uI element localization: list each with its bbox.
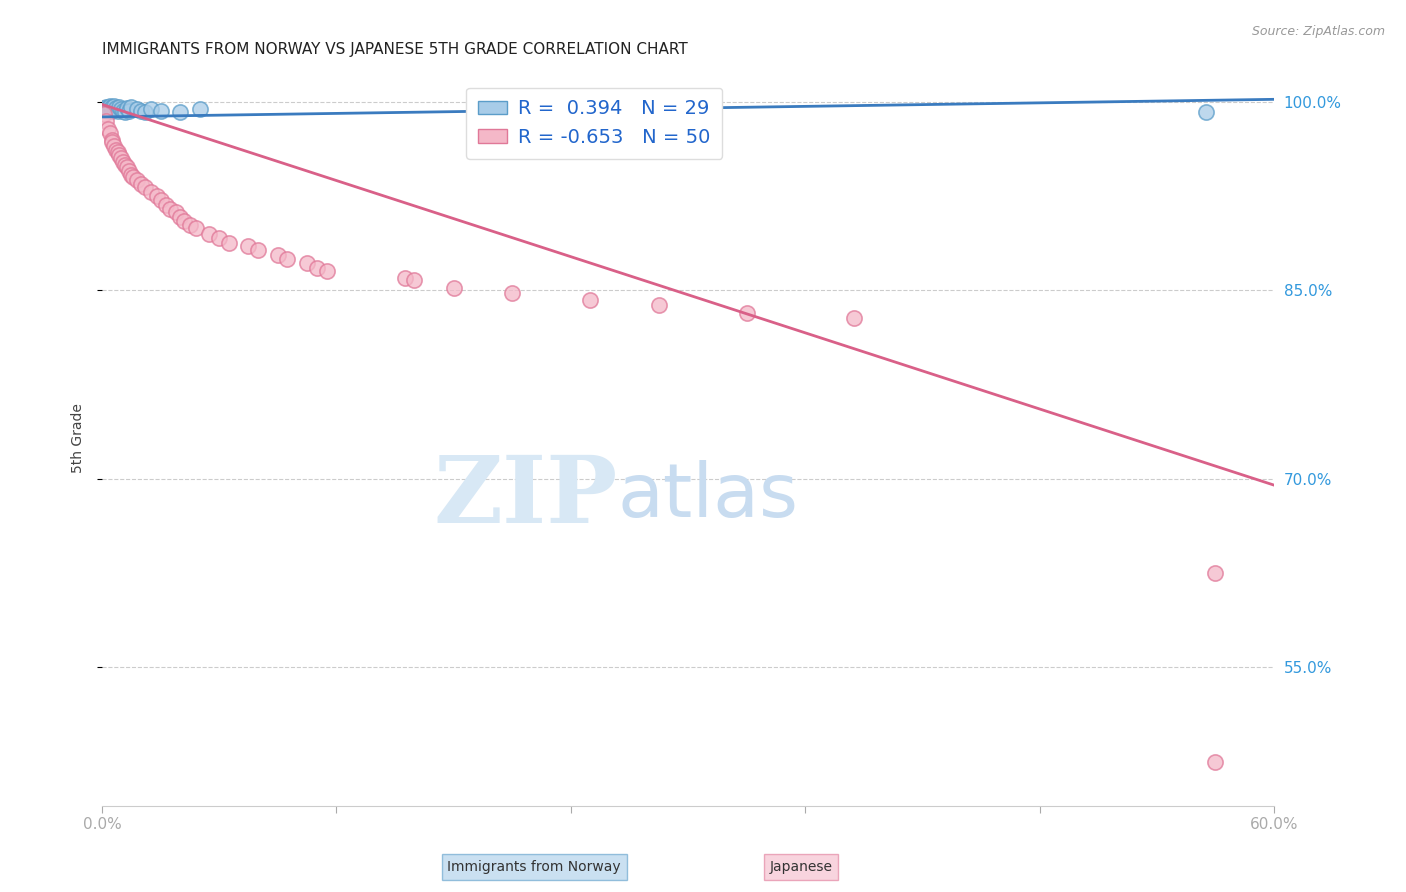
Point [93, 107, 115, 121]
Point [139, 103, 162, 117]
Point [295, 256, 318, 270]
Point [114, 104, 136, 119]
Point [173, 214, 195, 228]
Point [394, 270, 416, 285]
Point [125, 173, 148, 187]
Point [117, 160, 139, 174]
Point [108, 147, 131, 161]
Point [169, 211, 191, 225]
Point [117, 101, 139, 115]
Point [103, 98, 125, 112]
Legend: R =  0.394   N = 29, R = -0.653   N = 50: R = 0.394 N = 29, R = -0.653 N = 50 [465, 87, 723, 159]
Text: ZIP: ZIP [433, 452, 617, 541]
Point [305, 260, 328, 275]
Point [120, 100, 142, 114]
Point [108, 100, 131, 114]
Text: Japanese: Japanese [770, 860, 832, 874]
Point [159, 202, 181, 216]
Point [98, 126, 121, 140]
Point [1195, 104, 1218, 119]
Point [93, 101, 115, 115]
Point [112, 155, 135, 169]
Point [120, 168, 142, 182]
Point [103, 103, 125, 117]
Point [149, 193, 172, 207]
Point [165, 205, 187, 219]
Y-axis label: 5th Grade: 5th Grade [72, 403, 86, 473]
Point [139, 186, 162, 200]
Point [98, 103, 121, 117]
Point [112, 103, 135, 118]
Point [122, 170, 145, 185]
Point [149, 103, 172, 118]
Point [134, 180, 156, 194]
Text: IMMIGRANTS FROM NORWAY VS JAPANESE 5TH GRADE CORRELATION CHART: IMMIGRANTS FROM NORWAY VS JAPANESE 5TH G… [101, 42, 688, 57]
Point [94, 100, 117, 114]
Text: Source: ZipAtlas.com: Source: ZipAtlas.com [1251, 25, 1385, 38]
Point [842, 310, 865, 325]
Point [188, 103, 211, 117]
Point [104, 101, 127, 115]
Point [129, 177, 152, 191]
Point [125, 103, 148, 117]
Point [100, 135, 122, 149]
Point [94, 113, 117, 128]
Point [97, 103, 120, 118]
Point [100, 100, 122, 114]
Point [103, 138, 125, 153]
Point [179, 218, 201, 232]
Text: atlas: atlas [617, 460, 799, 533]
Point [501, 285, 523, 300]
Point [110, 103, 132, 117]
Point [184, 220, 207, 235]
Point [647, 298, 669, 312]
Point [107, 103, 129, 118]
Text: Immigrants from Norway: Immigrants from Norway [447, 860, 621, 874]
Point [100, 132, 122, 146]
Point [118, 103, 141, 118]
Point [247, 243, 270, 257]
Point [100, 103, 122, 118]
Point [735, 306, 758, 320]
Point [97, 101, 120, 115]
Point [267, 248, 290, 262]
Point [98, 98, 121, 112]
Point [104, 143, 127, 157]
Point [118, 164, 141, 178]
Point [114, 158, 136, 172]
Point [198, 227, 221, 241]
Point [404, 273, 426, 287]
Point [443, 281, 465, 295]
Point [315, 264, 337, 278]
Point [238, 239, 260, 253]
Point [1204, 566, 1226, 580]
Point [1204, 755, 1226, 769]
Point [647, 97, 669, 112]
Point [134, 104, 156, 119]
Point [110, 152, 132, 166]
Point [169, 104, 191, 119]
Point [107, 145, 129, 160]
Point [94, 103, 117, 117]
Point [208, 230, 231, 244]
Point [97, 122, 120, 136]
Point [129, 103, 152, 118]
Point [579, 293, 602, 308]
Point [155, 198, 177, 212]
Point [218, 235, 240, 250]
Point [276, 252, 298, 266]
Point [145, 189, 167, 203]
